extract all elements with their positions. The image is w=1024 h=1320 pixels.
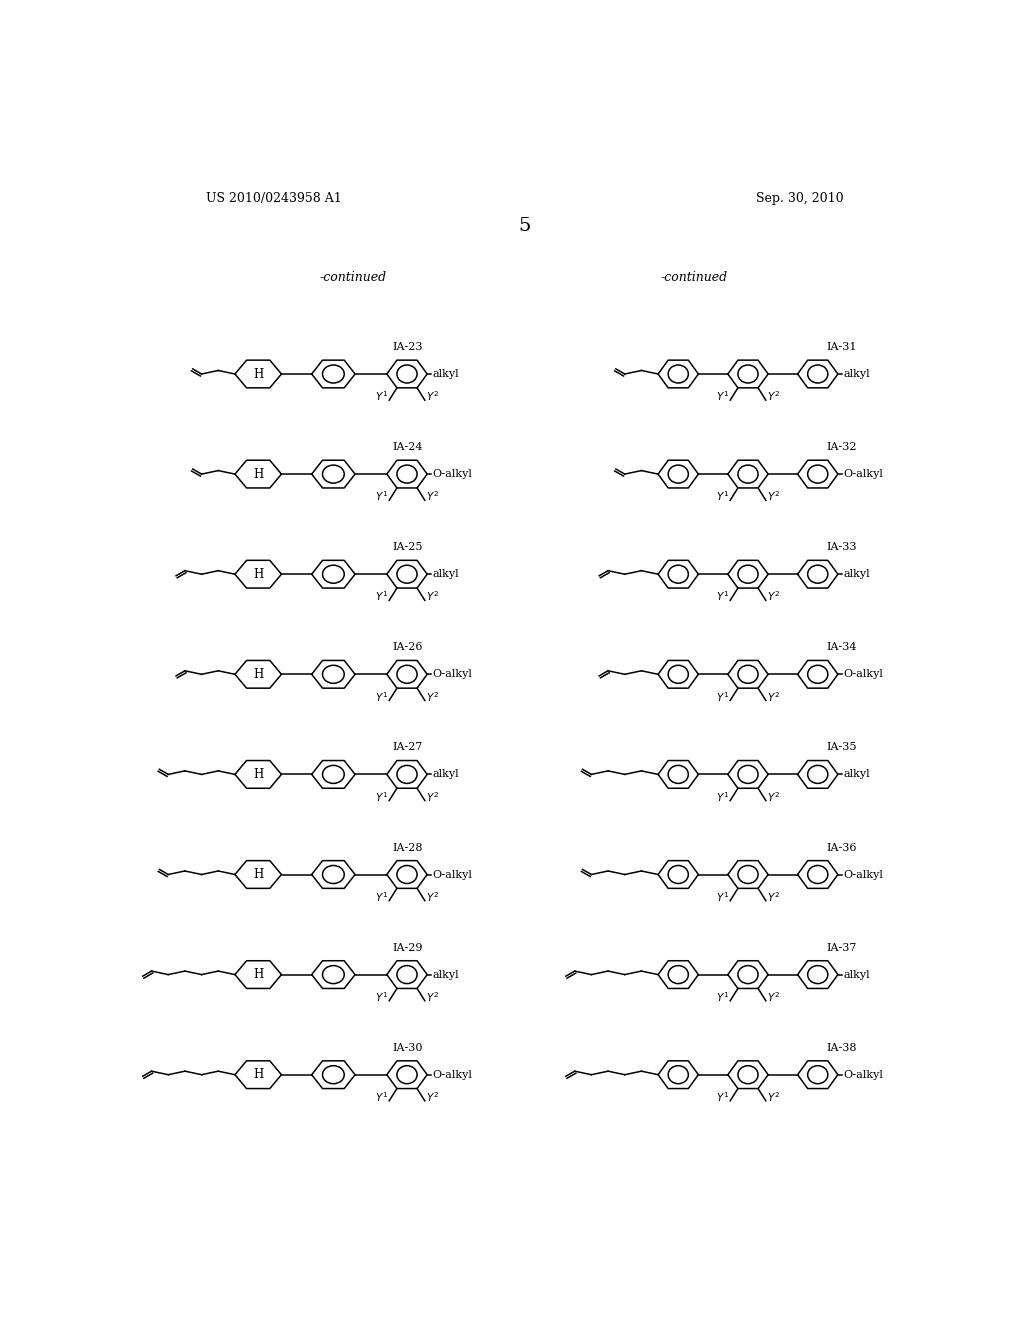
Text: $Y^2$: $Y^2$ — [767, 590, 780, 603]
Text: H: H — [253, 968, 263, 981]
Text: IA-26: IA-26 — [392, 643, 423, 652]
Text: O-alkyl: O-alkyl — [432, 1069, 472, 1080]
Text: $Y^1$: $Y^1$ — [716, 590, 729, 603]
Text: $Y^1$: $Y^1$ — [375, 1090, 388, 1104]
Text: H: H — [253, 869, 263, 880]
Text: IA-34: IA-34 — [826, 643, 856, 652]
Text: IA-36: IA-36 — [826, 842, 856, 853]
Text: O-alkyl: O-alkyl — [844, 1069, 883, 1080]
Text: $Y^2$: $Y^2$ — [426, 690, 439, 704]
Text: IA-23: IA-23 — [392, 342, 423, 352]
Text: $Y^1$: $Y^1$ — [716, 789, 729, 804]
Text: IA-28: IA-28 — [392, 842, 423, 853]
Text: alkyl: alkyl — [844, 970, 870, 979]
Text: alkyl: alkyl — [844, 569, 870, 579]
Text: IA-33: IA-33 — [826, 543, 856, 552]
Text: alkyl: alkyl — [432, 970, 459, 979]
Text: $Y^1$: $Y^1$ — [375, 990, 388, 1003]
Text: $Y^2$: $Y^2$ — [767, 1090, 780, 1104]
Text: $Y^1$: $Y^1$ — [716, 990, 729, 1003]
Text: O-alkyl: O-alkyl — [844, 870, 883, 879]
Text: US 2010/0243958 A1: US 2010/0243958 A1 — [206, 191, 341, 205]
Text: O-alkyl: O-alkyl — [432, 469, 472, 479]
Text: H: H — [253, 1068, 263, 1081]
Text: $Y^1$: $Y^1$ — [716, 389, 729, 404]
Text: IA-27: IA-27 — [392, 742, 423, 752]
Text: -continued: -continued — [660, 271, 727, 284]
Text: $Y^2$: $Y^2$ — [426, 590, 439, 603]
Text: Sep. 30, 2010: Sep. 30, 2010 — [756, 191, 844, 205]
Text: $Y^2$: $Y^2$ — [767, 990, 780, 1003]
Text: $Y^2$: $Y^2$ — [767, 789, 780, 804]
Text: H: H — [253, 668, 263, 681]
Text: $Y^2$: $Y^2$ — [767, 690, 780, 704]
Text: H: H — [253, 568, 263, 581]
Text: $Y^2$: $Y^2$ — [767, 890, 780, 904]
Text: $Y^2$: $Y^2$ — [767, 490, 780, 503]
Text: alkyl: alkyl — [432, 569, 459, 579]
Text: $Y^2$: $Y^2$ — [426, 1090, 439, 1104]
Text: IA-38: IA-38 — [826, 1043, 856, 1053]
Text: $Y^1$: $Y^1$ — [716, 890, 729, 904]
Text: $Y^1$: $Y^1$ — [375, 789, 388, 804]
Text: IA-31: IA-31 — [826, 342, 856, 352]
Text: H: H — [253, 768, 263, 781]
Text: alkyl: alkyl — [432, 370, 459, 379]
Text: alkyl: alkyl — [432, 770, 459, 779]
Text: $Y^1$: $Y^1$ — [375, 490, 388, 503]
Text: $Y^1$: $Y^1$ — [716, 1090, 729, 1104]
Text: IA-35: IA-35 — [826, 742, 856, 752]
Text: IA-25: IA-25 — [392, 543, 423, 552]
Text: $Y^1$: $Y^1$ — [716, 490, 729, 503]
Text: $Y^2$: $Y^2$ — [426, 990, 439, 1003]
Text: O-alkyl: O-alkyl — [432, 669, 472, 680]
Text: 5: 5 — [518, 218, 531, 235]
Text: $Y^1$: $Y^1$ — [375, 690, 388, 704]
Text: $Y^2$: $Y^2$ — [767, 389, 780, 404]
Text: O-alkyl: O-alkyl — [844, 669, 883, 680]
Text: H: H — [253, 467, 263, 480]
Text: IA-29: IA-29 — [392, 942, 423, 953]
Text: $Y^2$: $Y^2$ — [426, 389, 439, 404]
Text: $Y^1$: $Y^1$ — [375, 890, 388, 904]
Text: $Y^2$: $Y^2$ — [426, 490, 439, 503]
Text: $Y^2$: $Y^2$ — [426, 789, 439, 804]
Text: $Y^1$: $Y^1$ — [375, 590, 388, 603]
Text: IA-32: IA-32 — [826, 442, 856, 453]
Text: IA-24: IA-24 — [392, 442, 423, 453]
Text: alkyl: alkyl — [844, 370, 870, 379]
Text: alkyl: alkyl — [844, 770, 870, 779]
Text: O-alkyl: O-alkyl — [844, 469, 883, 479]
Text: $Y^1$: $Y^1$ — [375, 389, 388, 404]
Text: $Y^2$: $Y^2$ — [426, 890, 439, 904]
Text: O-alkyl: O-alkyl — [432, 870, 472, 879]
Text: H: H — [253, 367, 263, 380]
Text: -continued: -continued — [319, 271, 386, 284]
Text: IA-37: IA-37 — [826, 942, 856, 953]
Text: IA-30: IA-30 — [392, 1043, 423, 1053]
Text: $Y^1$: $Y^1$ — [716, 690, 729, 704]
